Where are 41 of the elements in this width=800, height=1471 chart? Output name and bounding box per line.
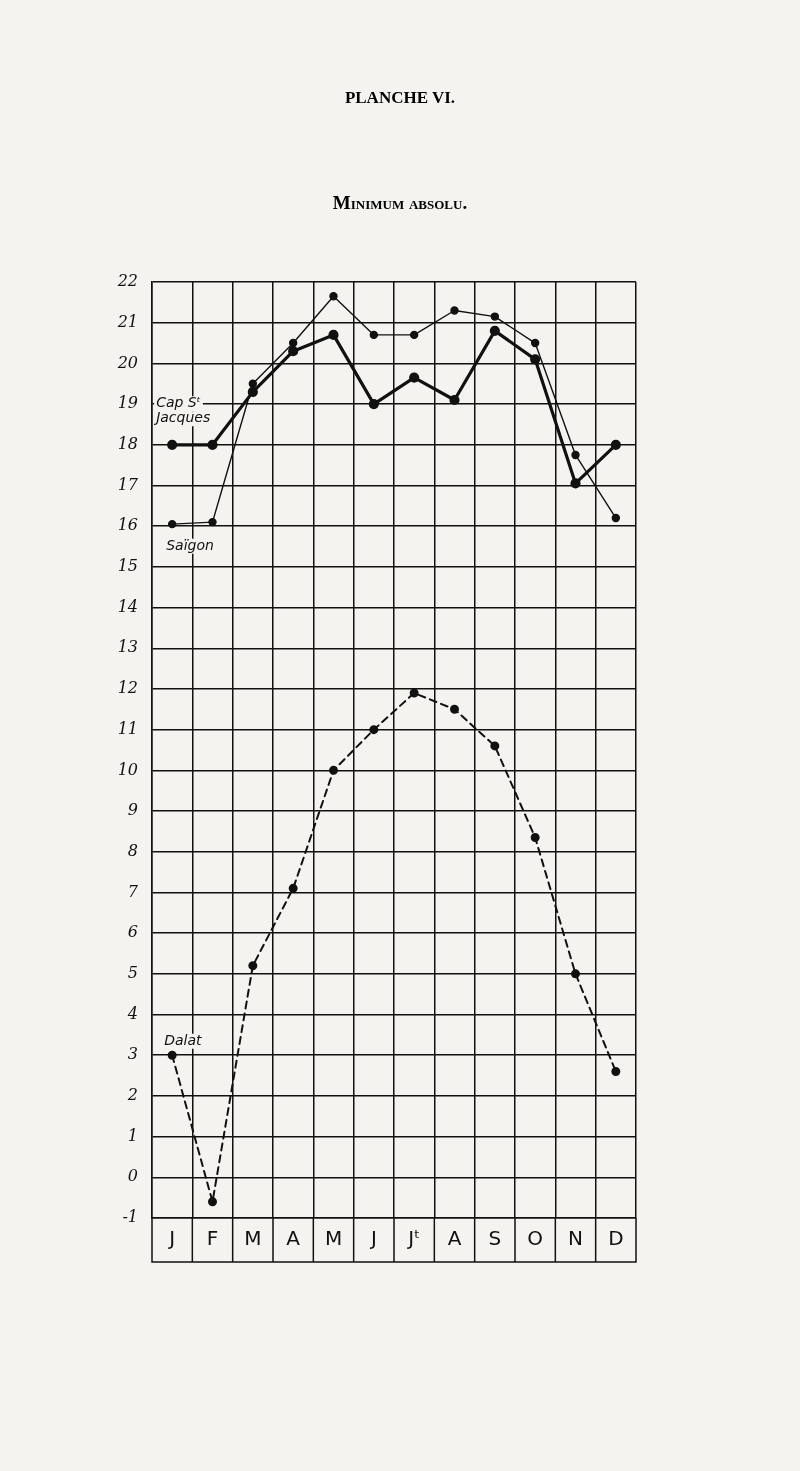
series-label: Dalat bbox=[164, 1031, 202, 1048]
y-tick-label: 7 bbox=[127, 881, 139, 901]
y-tick-label: 17 bbox=[117, 474, 139, 494]
x-tick-label: D bbox=[608, 1226, 624, 1251]
y-tick-label: 3 bbox=[127, 1044, 138, 1064]
chart-title: PLANCHE VI. bbox=[343, 88, 457, 108]
y-tick-label: 2 bbox=[126, 1085, 138, 1105]
series-label: Saïgon bbox=[166, 536, 214, 553]
y-tick-label: 16 bbox=[117, 515, 138, 535]
y-tick-label: 5 bbox=[127, 962, 138, 982]
y-tick-label: 19 bbox=[117, 393, 138, 413]
x-tick-label: N bbox=[568, 1226, 583, 1251]
y-tick-label: 1 bbox=[127, 1125, 138, 1145]
x-tick-label: A bbox=[447, 1226, 462, 1251]
x-tick-label: O bbox=[527, 1226, 544, 1251]
y-tick-label: 21 bbox=[116, 311, 138, 331]
y-tick-label: 22 bbox=[116, 271, 138, 291]
y-tick-label: 9 bbox=[127, 800, 138, 820]
y-tick-label: 8 bbox=[127, 840, 138, 860]
chart-subtitle: Minimum absolu. bbox=[331, 192, 469, 214]
x-tick-label: J bbox=[167, 1226, 176, 1251]
y-tick-label: -1 bbox=[122, 1207, 138, 1227]
x-tick-label: Jᵗ bbox=[406, 1226, 421, 1251]
y-tick-label: 10 bbox=[117, 759, 138, 779]
x-tick-label: S bbox=[488, 1226, 502, 1251]
x-tick-label: M bbox=[324, 1226, 343, 1251]
y-tick-label: 14 bbox=[117, 596, 138, 616]
y-tick-label: 15 bbox=[117, 556, 138, 576]
series-label: Cap Sᵗ Jacques bbox=[153, 394, 211, 426]
x-tick-label: M bbox=[244, 1226, 262, 1251]
y-tick-label: 6 bbox=[127, 922, 138, 942]
y-tick-label: 12 bbox=[117, 678, 138, 698]
y-tick-label: 0 bbox=[127, 1166, 138, 1186]
y-tick-label: 4 bbox=[126, 1003, 138, 1023]
y-tick-label: 13 bbox=[117, 637, 138, 657]
y-tick-label: 20 bbox=[116, 352, 138, 372]
x-tick-label: J bbox=[368, 1226, 377, 1251]
x-tick-label: A bbox=[286, 1226, 301, 1251]
y-tick-label: 11 bbox=[117, 718, 138, 738]
y-tick-label: 18 bbox=[117, 433, 138, 453]
x-tick-label: F bbox=[206, 1226, 219, 1251]
